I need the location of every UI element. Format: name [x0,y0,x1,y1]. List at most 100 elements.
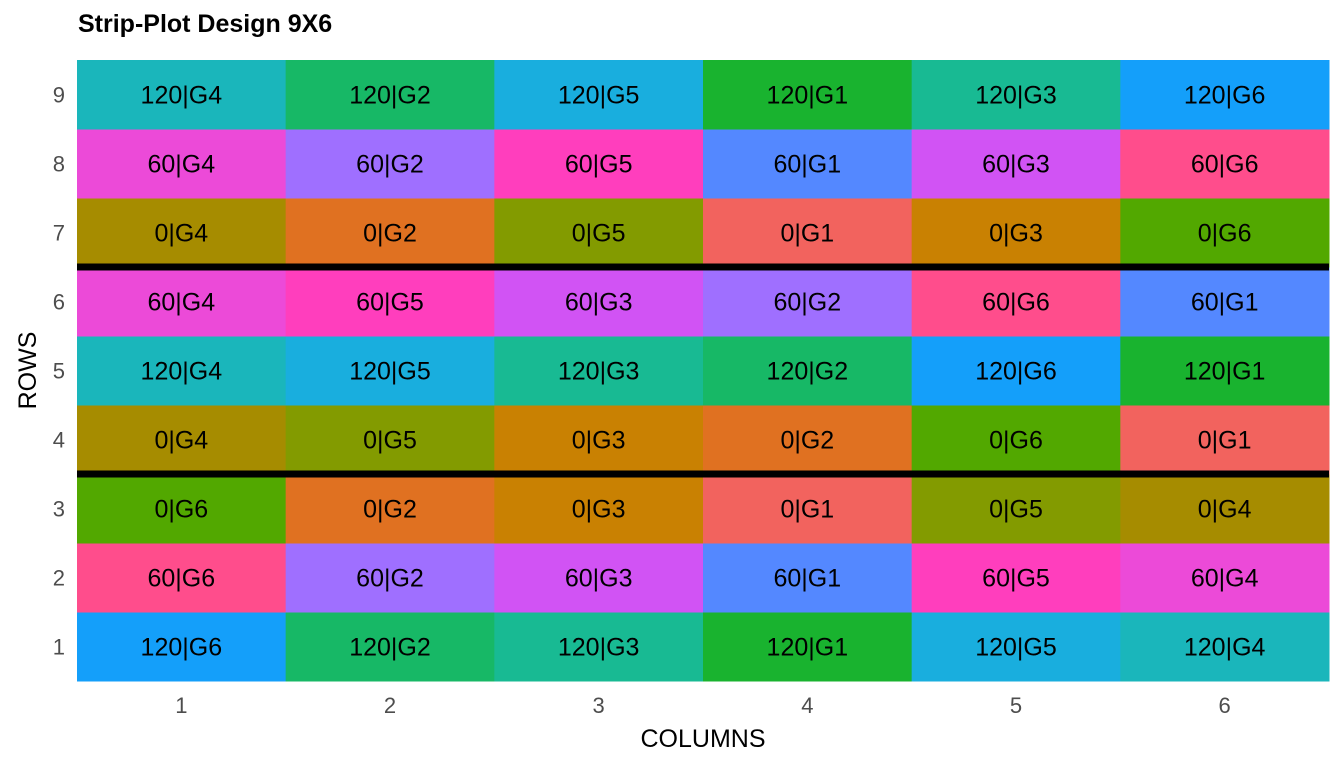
plot-cell [494,198,704,268]
plot-cell [494,543,704,613]
cell-label: 120|G5 [558,82,640,110]
plot-cell [703,612,913,682]
x-axis-title: COLUMNS [640,725,765,753]
cell-label: 120|G3 [558,634,640,662]
cell-label: 120|G6 [1184,82,1266,110]
cell-label: 60|G6 [148,565,216,593]
plot-cell [77,612,287,682]
plot-cell [77,336,287,406]
y-axis-title: ROWS [14,332,42,410]
y-tick-label: 3 [53,497,65,522]
cell-label: 60|G4 [148,289,216,317]
cell-label: 0|G2 [780,427,834,455]
y-tick-label: 4 [53,428,65,453]
x-tick-label: 2 [384,693,396,718]
y-tick-label: 9 [53,83,65,108]
plot-cell [77,405,287,475]
plot-cell [1120,198,1330,268]
cell-label: 0|G1 [780,220,834,248]
plot-cell [703,60,913,130]
cell-label: 0|G5 [363,427,417,455]
plot-cell [911,267,1121,337]
plot-cell [77,474,287,544]
cell-label: 0|G4 [154,427,208,455]
cell-label: 60|G1 [774,565,842,593]
plot-cell [77,60,287,130]
cell-label: 120|G1 [1184,358,1266,386]
cell-label: 0|G5 [989,496,1043,524]
plot-cell [285,267,495,337]
plot-cell [911,60,1121,130]
plot-cell [1120,405,1330,475]
cell-label: 0|G2 [363,220,417,248]
block-separators [77,263,1329,478]
plot-cell [911,474,1121,544]
cell-label: 60|G5 [565,151,633,179]
plot-cell [494,267,704,337]
plot-cell [285,129,495,199]
cell-label: 120|G2 [349,634,431,662]
plot-cell [703,405,913,475]
cell-label: 60|G4 [148,151,216,179]
plot-cell [911,129,1121,199]
plot-cell [911,336,1121,406]
cell-label: 120|G5 [975,634,1057,662]
plot-cell [911,198,1121,268]
cell-label: 0|G3 [572,496,626,524]
cell-label: 0|G6 [1198,220,1252,248]
cell-label: 0|G3 [989,220,1043,248]
plot-cell [494,612,704,682]
plot-cell [1120,60,1330,130]
plot-cell [285,60,495,130]
plot-cell [703,129,913,199]
cell-label: 120|G3 [975,82,1057,110]
axis-ticks: 1 2 3 4 5 6 1 2 3 4 5 6 7 8 9 [53,83,1231,719]
cell-label: 0|G3 [572,427,626,455]
plot-cell [285,543,495,613]
plot-cell [494,474,704,544]
cell-label: 0|G2 [363,496,417,524]
cell-label: 60|G3 [565,565,633,593]
plot-cell [703,336,913,406]
plot-cell [77,267,287,337]
cell-label: 60|G4 [1191,565,1259,593]
cell-label: 120|G5 [349,358,431,386]
cell-label: 60|G2 [356,151,424,179]
cell-label: 60|G5 [982,565,1050,593]
plot-cell [911,612,1121,682]
x-tick-label: 5 [1010,693,1022,718]
y-tick-label: 6 [53,290,65,315]
cell-label: 60|G1 [1191,289,1259,317]
cell-label: 120|G2 [349,82,431,110]
plot-cell [494,129,704,199]
y-tick-label: 5 [53,359,65,384]
cell-label: 120|G2 [767,358,849,386]
plot-cell [285,405,495,475]
x-tick-label: 3 [593,693,605,718]
plot-cell [911,405,1121,475]
cell-label: 60|G3 [565,289,633,317]
cell-label: 0|G4 [154,220,208,248]
cell-label: 0|G6 [154,496,208,524]
x-tick-label: 6 [1219,693,1231,718]
cell-label: 120|G3 [558,358,640,386]
plot-cell [77,543,287,613]
cell-label: 0|G1 [780,496,834,524]
cell-label: 60|G2 [356,565,424,593]
y-tick-label: 1 [53,635,65,660]
cell-label: 60|G3 [982,151,1050,179]
plot-cell [703,267,913,337]
x-tick-label: 4 [801,693,813,718]
plot-cell [77,129,287,199]
y-tick-label: 8 [53,152,65,177]
cell-label: 120|G1 [767,82,849,110]
plot-cell [77,198,287,268]
cells-layer: 120|G6 120|G2 120|G3 120|G1 120|G5 120|G4 60|G… [77,60,1330,682]
x-tick-label: 1 [175,693,187,718]
plot-cell [703,198,913,268]
chart-title: Strip-Plot Design 9X6 [78,10,333,38]
cell-label: 120|G4 [1184,634,1266,662]
plot-cell [1120,612,1330,682]
plot-cell [494,336,704,406]
